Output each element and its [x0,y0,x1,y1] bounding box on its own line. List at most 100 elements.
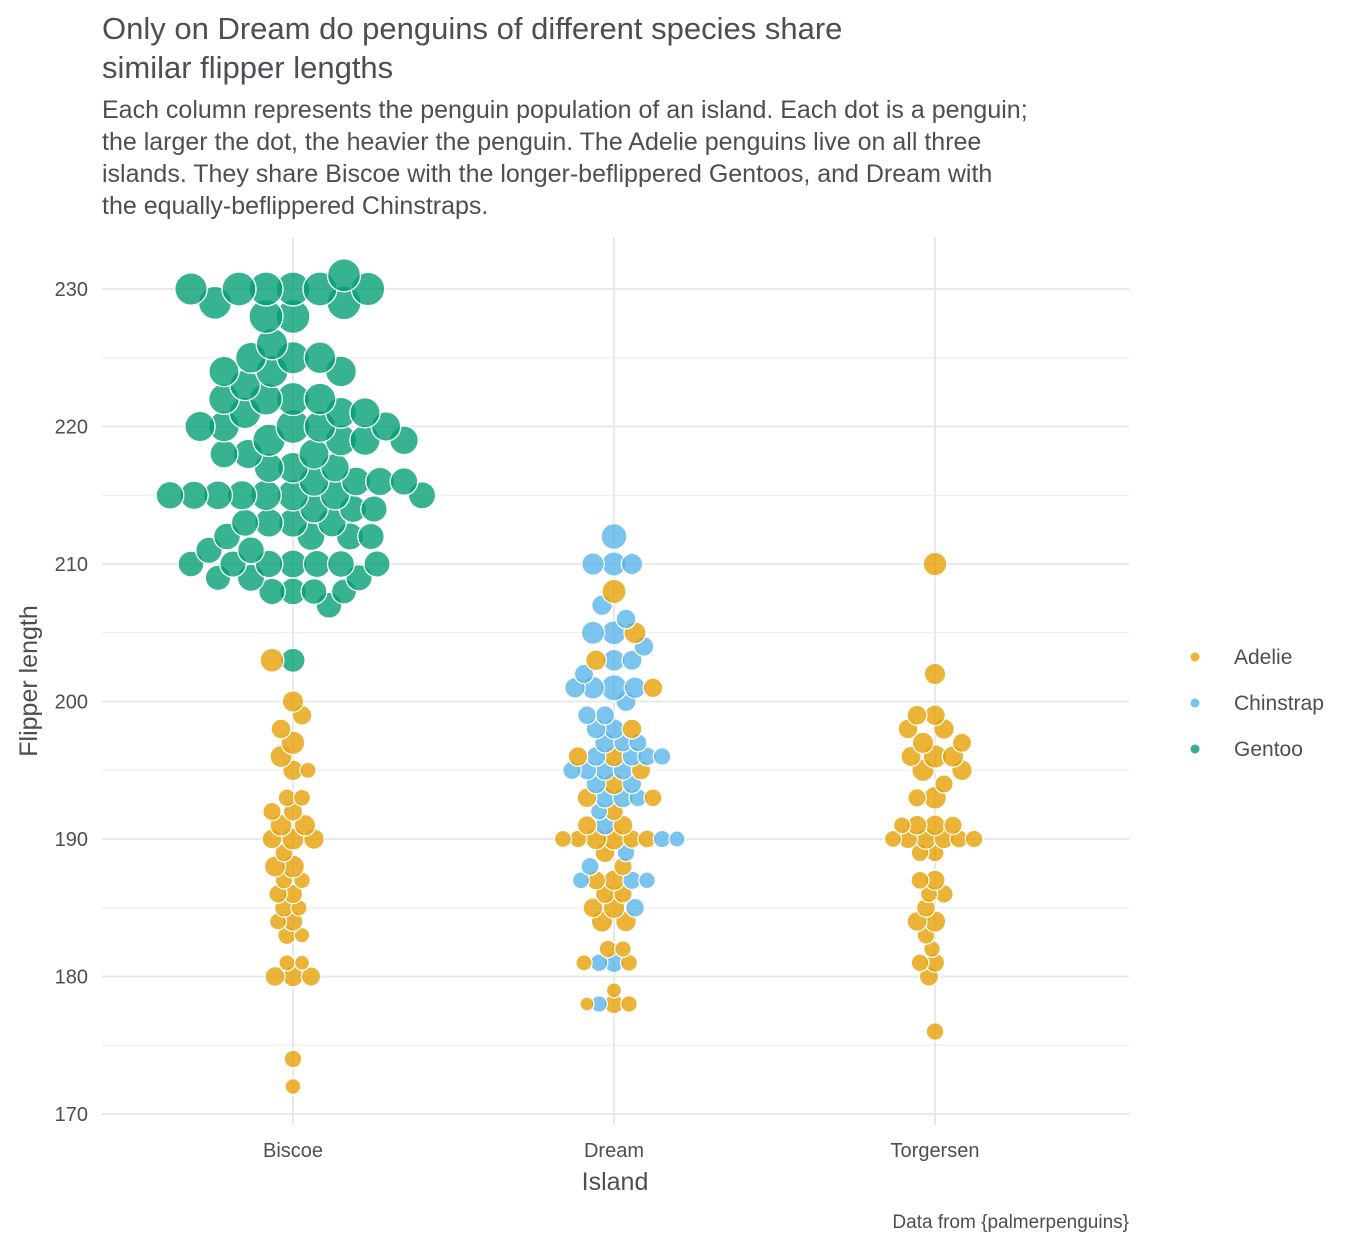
penguin-dot-gentoo [208,355,240,388]
penguin-dot-chinstrap [638,871,656,890]
penguin-dot-chinstrap [571,871,591,890]
penguin-dot-adelie [605,982,623,999]
penguin-dot-chinstrap [581,552,605,576]
penguin-dot-adelie [910,953,930,973]
penguin-dot-gentoo [302,549,332,579]
chart-caption: Data from {palmerpenguins} [892,1212,1129,1233]
legend-label-gentoo: Gentoo [1234,738,1303,761]
penguin-dot-adelie [293,926,311,944]
penguin-dot-chinstrap [620,552,644,576]
y-axis-ticks: 170 180 190 200 210 220 230 [55,279,88,1126]
penguin-dot-adelie [553,829,573,849]
y-tick-label: 180 [55,967,88,989]
penguin-dot-chinstrap [652,829,672,849]
penguin-dot-adelie [643,788,663,808]
y-tick-label: 230 [55,279,88,301]
penguin-dot-chinstrap [652,747,672,766]
penguin-dots [155,258,984,1096]
penguin-dot-chinstrap [576,705,598,726]
penguin-dot-adelie [579,996,595,1012]
penguin-dot-gentoo [326,258,362,293]
penguin-dot-gentoo [389,467,419,496]
penguin-dot-chinstrap [668,830,686,848]
chart-subtitle-line-1: Each column represents the penguin popul… [102,96,1028,124]
penguin-dot-chinstrap [600,522,628,551]
penguin-dot-adelie [620,995,638,1013]
y-tick-label: 210 [55,554,88,576]
penguin-dot-adelie [292,788,312,807]
penguin-dot-adelie [299,761,317,780]
x-tick-label: Dream [584,1140,644,1162]
chart-title-line-1: Only on Dream do penguins of different s… [102,11,842,46]
penguin-dot-chinstrap [573,663,595,685]
penguin-dot-adelie [911,731,935,755]
penguin-dot-gentoo [363,550,391,578]
chart-subtitle-line-2: the larger the dot, the heavier the peng… [102,128,981,156]
penguin-dot-adelie [906,704,928,726]
x-tick-label: Biscoe [263,1140,323,1162]
legend-label-adelie: Adelie [1234,646,1292,669]
penguin-dot-chinstrap [621,649,643,672]
penguin-dot-gentoo [303,341,337,375]
penguin-dot-adelie [278,954,296,972]
penguin-dot-gentoo [303,382,337,416]
penguin-dot-adelie [614,940,632,958]
penguin-dot-gentoo [300,577,328,606]
legend-swatch-gentoo [1190,744,1200,754]
penguin-dot-adelie [575,954,593,972]
penguin-dot-adelie [923,662,947,686]
x-axis-ticks: Biscoe Dream Torgersen [263,1140,979,1162]
penguin-dot-gentoo [298,438,330,470]
penguin-dot-chinstrap [580,620,606,646]
penguin-dot-adelie [585,649,607,672]
y-tick-label: 190 [55,829,88,851]
penguin-dot-gentoo [209,439,239,469]
penguin-dot-adelie [293,813,317,837]
penguin-dot-adelie [270,718,292,740]
penguin-dot-chinstrap [580,856,600,877]
y-tick-label: 220 [55,417,88,439]
penguin-dot-adelie [283,1049,303,1069]
penguin-dot-adelie [601,578,627,605]
chart-subtitle-line-4: the equally-beflippered Chinstraps. [102,192,488,220]
penguin-dot-adelie [924,704,946,727]
penguin-dot-adelie [264,965,286,988]
penguin-dot-adelie [621,718,643,740]
penguin-dot-gentoo [349,397,381,429]
chart-subtitle-line-3: islands. They share Biscoe with the long… [102,160,992,188]
penguin-dot-adelie [910,870,930,890]
penguin-dot-gentoo [174,272,208,306]
penguin-dot-adelie [924,814,946,837]
x-tick-label: Torgersen [891,1140,980,1162]
chart-title-line-2: similar flipper lengths [102,50,393,85]
penguin-dot-gentoo [236,536,266,565]
penguin-dot-gentoo [326,549,356,579]
penguin-dot-adelie [907,787,927,808]
penguin-dot-adelie [922,551,948,577]
penguin-dot-adelie [284,1077,302,1096]
penguin-dot-adelie [642,677,664,699]
penguin-dot-adelie [892,816,912,835]
penguin-dot-chinstrap [594,705,616,726]
legend-swatch-adelie [1190,652,1200,662]
species-legend: Adelie Chinstrap Gentoo [1190,646,1324,761]
y-tick-label: 170 [55,1104,88,1126]
penguin-dot-adelie [262,801,282,822]
penguin-dot-adelie [576,815,598,836]
penguin-dot-gentoo [184,410,216,443]
y-tick-label: 200 [55,692,88,714]
penguin-dot-adelie [925,1022,945,1041]
penguin-dot-gentoo [357,522,385,551]
penguin-dot-adelie [964,829,984,849]
penguin-dot-gentoo [360,495,388,523]
penguin-dot-gentoo [221,271,257,307]
penguin-dot-gentoo [155,480,185,510]
penguin-dot-adelie [281,690,305,713]
penguin-dot-adelie [883,829,903,849]
penguin-dot-adelie [582,897,604,919]
legend-swatch-chinstrap [1190,698,1200,708]
penguin-dot-adelie [293,954,311,971]
penguin-dot-adelie [567,746,589,767]
penguin-dot-adelie [951,732,973,754]
